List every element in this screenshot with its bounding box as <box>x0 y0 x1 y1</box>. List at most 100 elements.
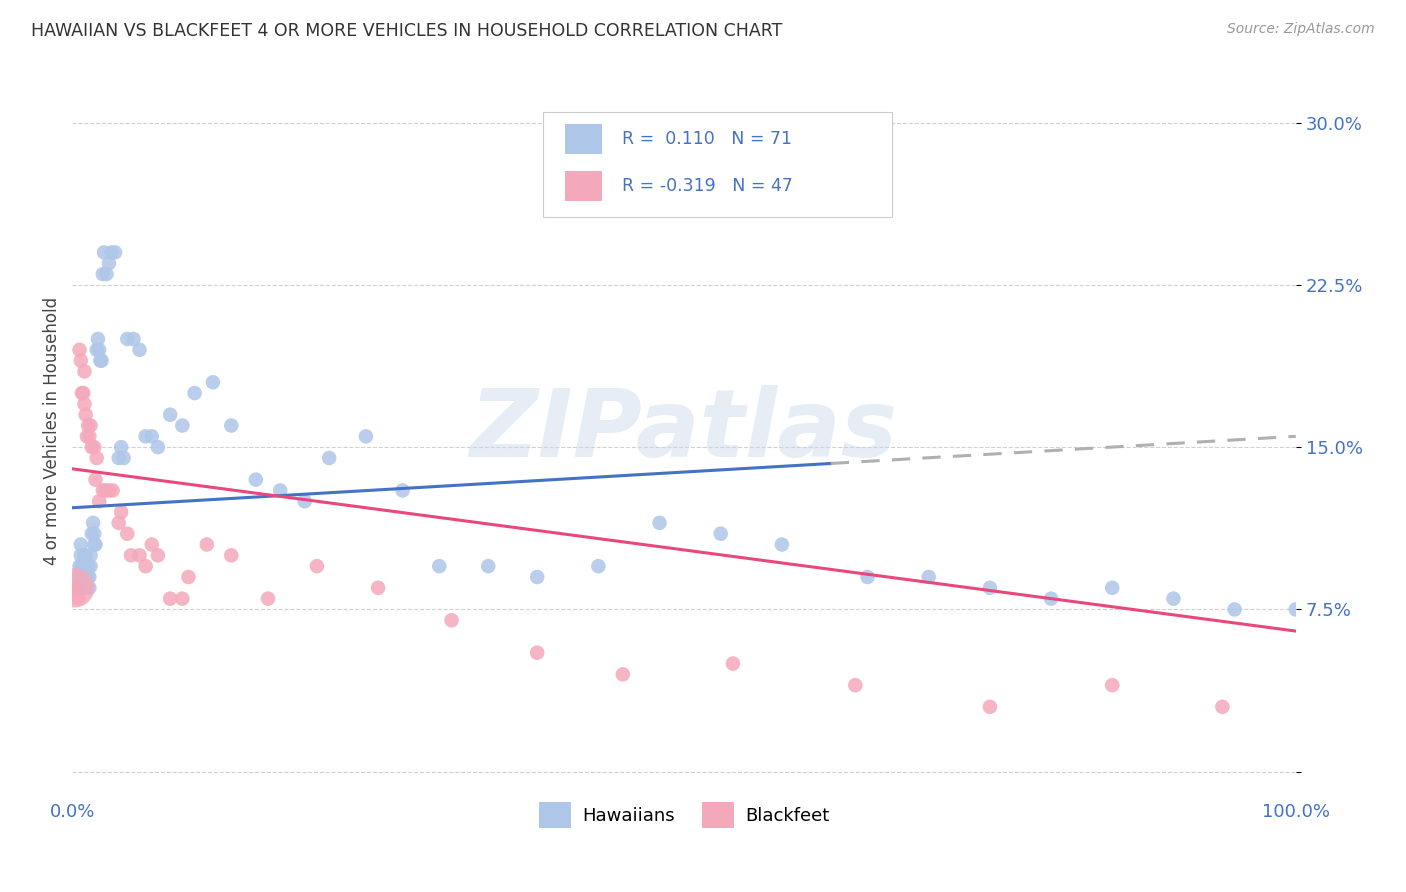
FancyBboxPatch shape <box>543 112 891 217</box>
Point <box>101 483 124 498</box>
Point <box>70 559 93 574</box>
Point <box>63 581 86 595</box>
Point <box>79 570 101 584</box>
Point <box>141 537 163 551</box>
Point <box>391 483 413 498</box>
Point <box>77 570 100 584</box>
Point <box>201 376 224 390</box>
Point <box>112 450 135 465</box>
Point <box>69 559 91 574</box>
Point <box>79 429 101 443</box>
Point <box>221 549 243 563</box>
Point <box>177 570 200 584</box>
Point <box>128 549 150 563</box>
Point <box>80 526 103 541</box>
Point <box>89 353 111 368</box>
Point <box>94 483 117 498</box>
Point <box>89 494 111 508</box>
Point <box>526 570 548 584</box>
Point <box>588 559 610 574</box>
Point <box>76 581 98 595</box>
Point <box>159 408 181 422</box>
Point <box>1285 602 1308 616</box>
Point <box>612 667 634 681</box>
Point <box>77 559 100 574</box>
Point <box>427 559 450 574</box>
Point <box>79 549 101 563</box>
Point <box>979 699 1001 714</box>
Point <box>69 353 91 368</box>
Point <box>90 353 112 368</box>
Point <box>89 343 111 357</box>
Text: Source: ZipAtlas.com: Source: ZipAtlas.com <box>1227 22 1375 37</box>
Point <box>146 440 169 454</box>
Point <box>91 267 114 281</box>
Y-axis label: 4 or more Vehicles in Household: 4 or more Vehicles in Household <box>44 297 60 565</box>
Point <box>245 473 267 487</box>
Point <box>107 516 129 530</box>
Point <box>100 245 122 260</box>
Point <box>117 332 139 346</box>
Point <box>79 559 101 574</box>
Point <box>70 386 93 401</box>
Point <box>69 549 91 563</box>
Point <box>91 483 114 498</box>
Point <box>73 549 96 563</box>
Point <box>79 581 101 595</box>
Point <box>710 526 733 541</box>
Point <box>1101 581 1123 595</box>
Legend: Hawaiians, Blackfeet: Hawaiians, Blackfeet <box>531 795 837 835</box>
Point <box>172 591 194 606</box>
Point <box>648 516 671 530</box>
Point <box>440 613 463 627</box>
Point <box>117 526 139 541</box>
FancyBboxPatch shape <box>565 171 602 202</box>
Point <box>159 591 181 606</box>
Point <box>67 591 90 606</box>
Point <box>269 483 291 498</box>
Point <box>1101 678 1123 692</box>
Point <box>73 397 96 411</box>
Point <box>67 570 90 584</box>
Point <box>979 581 1001 595</box>
Point <box>87 332 110 346</box>
Point <box>318 450 340 465</box>
Point <box>97 483 120 498</box>
Point <box>73 559 96 574</box>
Point <box>83 537 105 551</box>
Point <box>172 418 194 433</box>
Point <box>195 537 218 551</box>
Point <box>110 440 132 454</box>
Point <box>86 450 108 465</box>
Point <box>84 537 107 551</box>
Point <box>135 429 157 443</box>
Point <box>84 473 107 487</box>
Point <box>97 256 120 270</box>
Point <box>104 245 127 260</box>
Point <box>305 559 328 574</box>
FancyBboxPatch shape <box>565 124 602 154</box>
Point <box>73 364 96 378</box>
Point <box>110 505 132 519</box>
Point <box>141 429 163 443</box>
Point <box>69 537 91 551</box>
Point <box>77 418 100 433</box>
Point <box>721 657 744 671</box>
Point <box>82 516 104 530</box>
Point <box>72 570 94 584</box>
Point <box>122 332 145 346</box>
Point <box>96 267 118 281</box>
Point <box>128 343 150 357</box>
Point <box>75 549 97 563</box>
Point <box>72 386 94 401</box>
Point <box>75 408 97 422</box>
Point <box>146 549 169 563</box>
Text: R =  0.110   N = 71: R = 0.110 N = 71 <box>621 130 792 148</box>
Point <box>66 581 89 595</box>
Point <box>83 526 105 541</box>
Point <box>76 559 98 574</box>
Point <box>1223 602 1246 616</box>
Point <box>294 494 316 508</box>
Point <box>354 429 377 443</box>
Point <box>770 537 793 551</box>
